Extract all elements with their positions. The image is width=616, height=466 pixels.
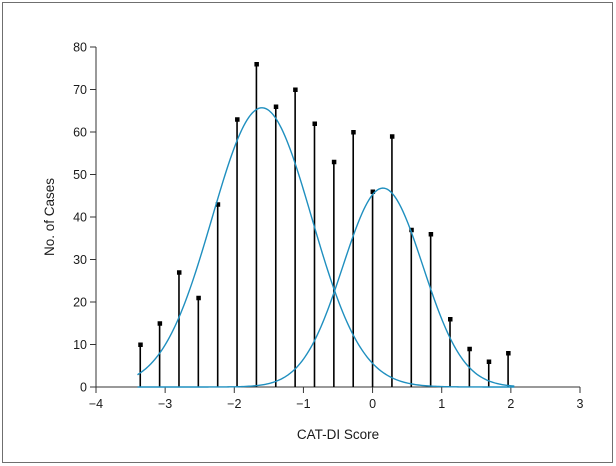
x-tick-label: −2: [227, 397, 241, 411]
stem-marker: [448, 317, 453, 322]
stem-marker: [389, 134, 395, 139]
stem-marker: [428, 232, 434, 237]
y-tick-label: 10: [73, 338, 87, 352]
x-axis-title: CAT-DI Score: [297, 427, 379, 442]
stem-marker: [351, 130, 356, 135]
stem-marker: [331, 159, 337, 165]
y-tick-label: 50: [73, 168, 87, 182]
x-tick-label: 1: [438, 397, 445, 411]
x-tick-label: 0: [369, 397, 376, 411]
stem-marker: [486, 359, 492, 364]
stem-marker: [196, 295, 201, 301]
y-axis-title: No. of Cases: [42, 178, 57, 256]
y-tick-label: 30: [73, 253, 87, 267]
tick-labels: 0 10 20 30 40 50 60 70 80 −4 −3 −2 −1 0 1 2 3: [73, 41, 583, 412]
stem-marker: [312, 121, 317, 126]
x-tick-label: −3: [158, 397, 172, 411]
axes: [90, 46, 581, 393]
stem-marker: [254, 62, 259, 67]
stem-marker: [370, 189, 376, 194]
normal-curve-right: [137, 187, 515, 388]
y-tick-label: 60: [73, 126, 87, 140]
curves: [137, 107, 515, 388]
stem-marker: [176, 270, 182, 275]
stem-marker: [506, 351, 511, 356]
y-tick-label: 70: [73, 83, 87, 97]
y-tick-label: 20: [73, 296, 87, 310]
stem-marker: [273, 104, 279, 109]
y-tick-label: 0: [80, 381, 87, 395]
stem-marker: [215, 202, 221, 207]
stem-marker: [235, 117, 240, 122]
x-tick-label: −1: [296, 397, 310, 411]
stem-marker: [157, 321, 163, 326]
stem-marker: [293, 87, 298, 92]
y-tick-label: 40: [73, 211, 87, 225]
stem-marker: [467, 346, 472, 352]
normal-curve-left: [137, 107, 515, 388]
stem-marker: [138, 342, 143, 347]
x-tick-label: −4: [89, 397, 103, 411]
x-tick-label: 3: [577, 397, 584, 411]
y-tick-label: 80: [73, 41, 87, 55]
x-tick-label: 2: [507, 397, 514, 411]
stem-marker: [409, 227, 414, 233]
stems: [138, 62, 511, 387]
